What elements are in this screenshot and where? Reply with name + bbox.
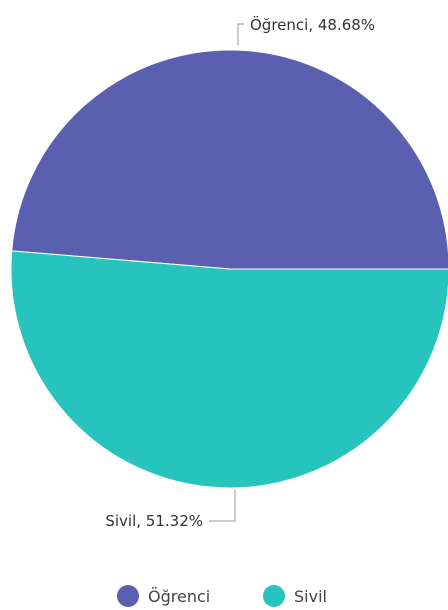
legend-label-sivil: Sivil	[294, 587, 327, 606]
legend-marker-ogrenci	[117, 585, 139, 607]
legend: Öğrenci Sivil	[117, 585, 327, 607]
legend-marker-sivil	[263, 585, 285, 607]
pie-slice-ogrenci[interactable]	[11, 49, 448, 270]
slice-label-ogrenci: Öğrenci, 48.68%	[250, 15, 375, 34]
leader-line-ogrenci	[237, 23, 244, 45]
pie-slices	[10, 49, 448, 489]
slice-labels: Öğrenci, 48.68% Sivil, 51.32%	[105, 15, 375, 530]
legend-label-ogrenci: Öğrenci	[148, 587, 210, 606]
pie-slice-sivil[interactable]	[10, 250, 448, 489]
legend-item-sivil[interactable]: Sivil	[263, 585, 327, 607]
legend-item-ogrenci[interactable]: Öğrenci	[117, 585, 210, 607]
slice-label-sivil: Sivil, 51.32%	[105, 512, 203, 530]
leader-line-sivil	[209, 490, 236, 522]
